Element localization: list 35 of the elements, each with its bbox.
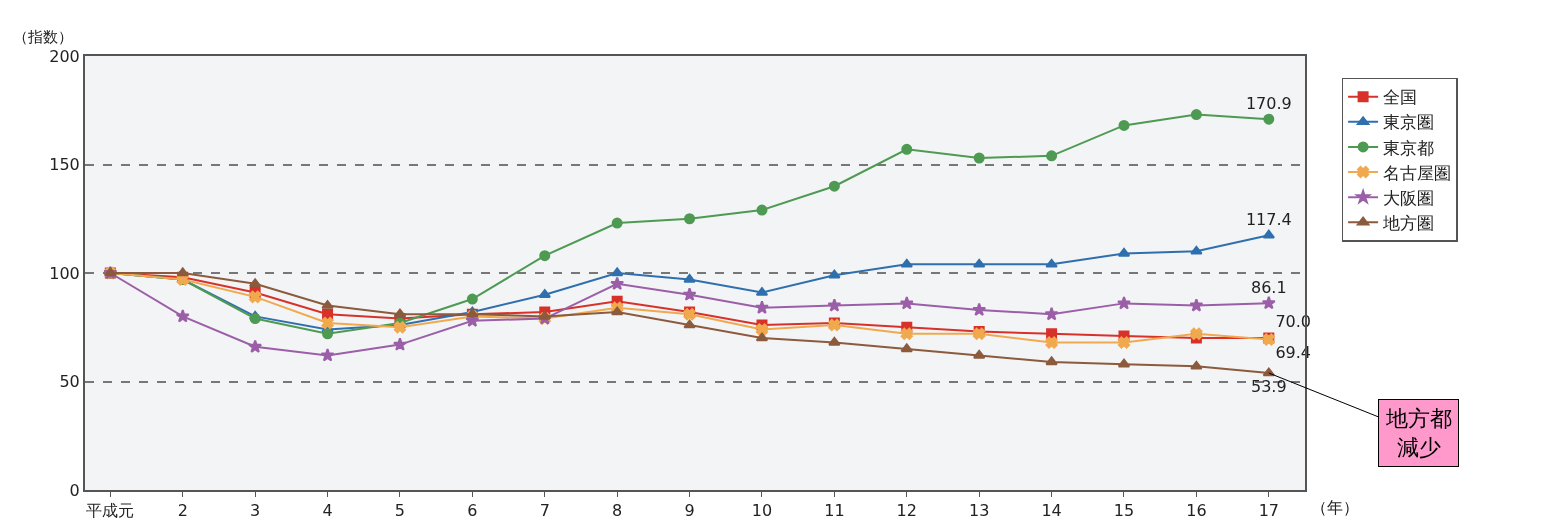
legend-label: 東京都: [1383, 137, 1435, 158]
x-tick-label: 7: [539, 501, 550, 521]
x-tick-label: 9: [684, 501, 695, 521]
x-tick-label: 17: [1258, 501, 1279, 521]
legend-label: 地方圏: [1382, 212, 1435, 233]
x-tick-label: 13: [969, 501, 990, 521]
x-tick-label: 3: [250, 501, 261, 521]
x-tick-label: 15: [1113, 501, 1135, 521]
legend-label: 大阪圏: [1383, 187, 1435, 208]
x-tick-label: 12: [896, 501, 917, 521]
x-tick-label: 5: [394, 501, 406, 521]
y-tick-label: 100: [49, 263, 80, 283]
data-label: 170.9: [1245, 93, 1292, 113]
x-axis-title: （年）: [1311, 498, 1359, 517]
legend-label: 名古屋圏: [1383, 162, 1452, 183]
x-tick-label: 4: [322, 501, 333, 521]
x-tick-label: 6: [467, 501, 478, 521]
x-tick-label: 16: [1186, 501, 1207, 521]
data-label: 86.1: [1250, 277, 1287, 297]
y-tick-label: 50: [59, 372, 80, 392]
y-tick-label: 0: [69, 480, 80, 500]
y-axis-title: （指数）: [13, 28, 73, 46]
y-tick-label: 150: [49, 155, 80, 175]
x-tick-label: 10: [751, 501, 773, 521]
x-tick-label: 11: [824, 501, 845, 521]
x-tick-label: 14: [1041, 501, 1062, 521]
annotation: 地方都減少: [1385, 406, 1452, 460]
x-tick-label: 2: [177, 501, 188, 521]
data-label: 117.4: [1245, 209, 1292, 229]
x-tick-label: 8: [612, 501, 623, 521]
y-tick-label: 200: [49, 46, 80, 66]
x-tick-label: 平成元: [86, 501, 135, 521]
legend-label: 東京圏: [1383, 112, 1435, 133]
legend-label: 全国: [1383, 87, 1418, 108]
data-label: 53.9: [1250, 376, 1287, 396]
